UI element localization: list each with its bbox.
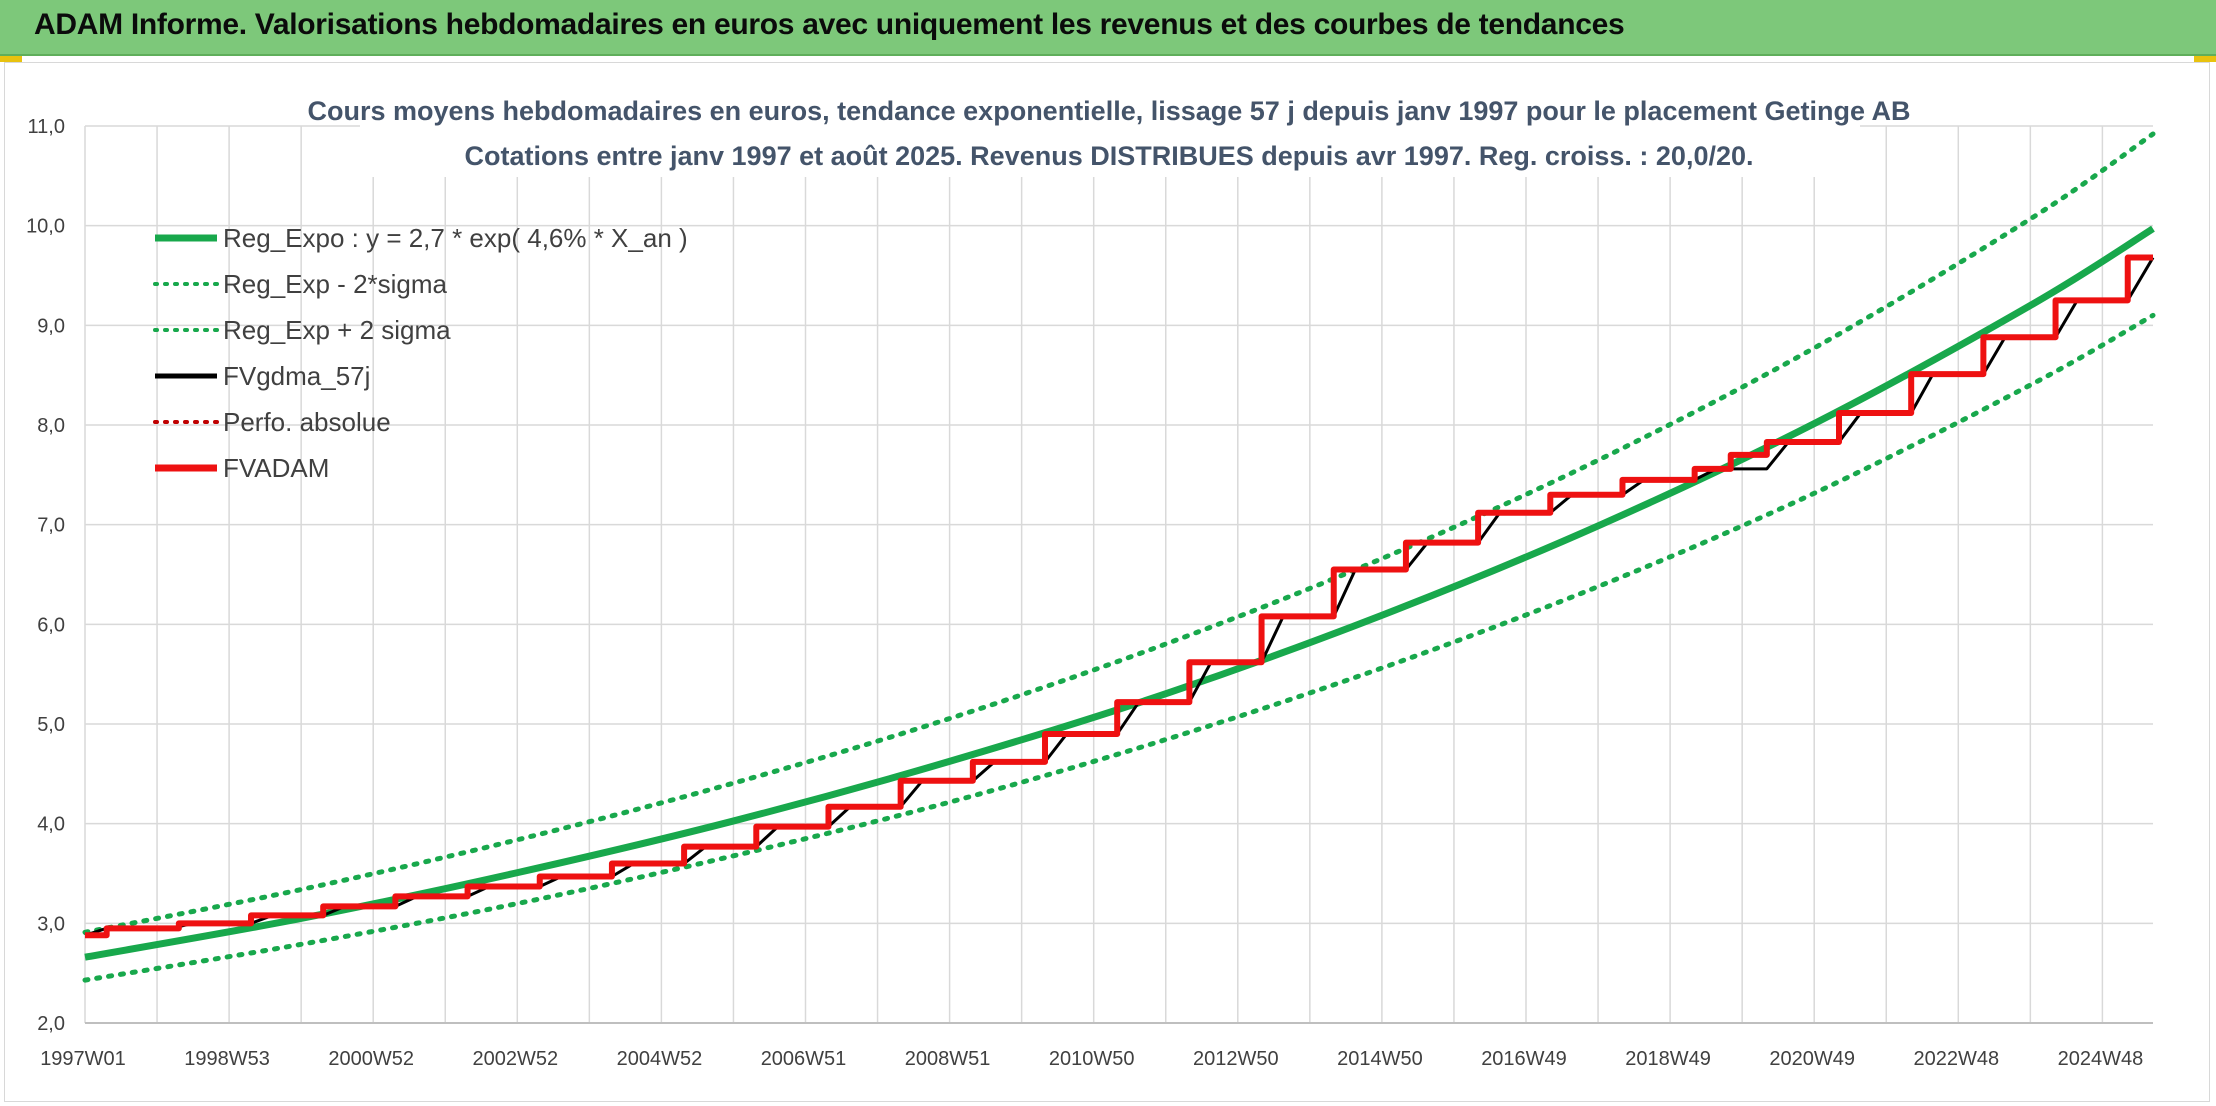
series-layer (82, 131, 2156, 983)
x-tick-label: 2018W49 (1625, 1048, 1711, 1070)
x-tick-label: 2006W51 (761, 1048, 847, 1070)
legend-label-5: FVADAM (223, 453, 329, 483)
y-tick-label: 5,0 (37, 714, 65, 736)
x-tick-label: 2004W52 (617, 1048, 703, 1070)
x-tick-label: 2022W48 (1913, 1048, 1999, 1070)
y-tick-label: 7,0 (37, 515, 65, 537)
legend: Reg_Expo : y = 2,7 * exp( 4,6% * X_an ) R… (153, 223, 688, 483)
report-title: ADAM Informe. Valorisations hebdomadaire… (34, 8, 1625, 41)
y-tick-label: 10,0 (26, 216, 65, 238)
chart-title: Cours moyens hebdomadaires en euros, ten… (307, 96, 1910, 126)
title-background (360, 89, 1860, 177)
x-tick-label: 2016W49 (1481, 1048, 1567, 1070)
chart-subtitle: Cotations entre janv 1997 et août 2025. … (464, 141, 1753, 171)
x-tick-label: 2024W48 (2058, 1048, 2144, 1070)
x-tick-label: 2000W52 (328, 1048, 414, 1070)
x-tick-label: 2012W50 (1193, 1048, 1279, 1070)
series-line-1 (82, 312, 2156, 983)
corner-mark-right (2194, 56, 2216, 62)
x-tick-label: 2020W49 (1769, 1048, 1855, 1070)
grid-layer (84, 125, 2153, 1024)
y-tick-label: 8,0 (37, 415, 65, 437)
report-header: ADAM Informe. Valorisations hebdomadaire… (0, 0, 2216, 56)
legend-label-4: Perfo. absolue (223, 407, 391, 437)
x-tick-label: 1997W01 (40, 1048, 126, 1070)
axis-layer: 2,0 3,0 4,0 5,0 6,0 7,0 8,0 9,0 10,0 11,0 1997W01 1… (26, 116, 2153, 1070)
y-tick-label: 2,0 (37, 1013, 65, 1035)
series-line-2 (82, 131, 2156, 935)
series-line-5 (85, 254, 2153, 939)
corner-mark-left (0, 56, 22, 62)
y-tick-label: 3,0 (37, 913, 65, 935)
x-tick-label: 2014W50 (1337, 1048, 1423, 1070)
series-line-3 (84, 256, 2155, 937)
y-tick-label: 4,0 (37, 814, 65, 836)
legend-label-3: FVgdma_57j (223, 361, 370, 391)
chart-svg: 2,0 3,0 4,0 5,0 6,0 7,0 8,0 9,0 10,0 11,0 1997W01 1… (26, 89, 2156, 1070)
y-tick-label: 9,0 (37, 315, 65, 337)
x-tick-label: 2010W50 (1049, 1048, 1135, 1070)
chart-area: 2,0 3,0 4,0 5,0 6,0 7,0 8,0 9,0 10,0 11,0 1997W01 1… (4, 62, 2210, 1102)
y-tick-label: 6,0 (37, 614, 65, 636)
legend-label-2: Reg_Exp + 2 sigma (223, 315, 451, 345)
legend-label-0: Reg_Expo : y = 2,7 * exp( 4,6% * X_an ) (223, 223, 688, 253)
x-tick-label: 2008W51 (905, 1048, 991, 1070)
legend-label-1: Reg_Exp - 2*sigma (223, 269, 448, 299)
y-tick-label: 11,0 (28, 116, 65, 138)
series-line-0 (84, 225, 2155, 961)
x-tick-label: 1998W53 (184, 1048, 270, 1070)
x-tick-label: 2002W52 (472, 1048, 558, 1070)
